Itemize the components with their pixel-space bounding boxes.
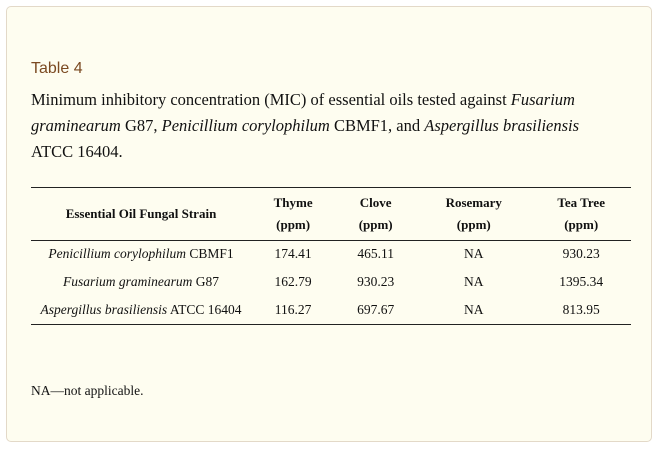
header-name: Rosemary — [445, 195, 502, 210]
table-footnote: NA—not applicable. — [31, 383, 144, 398]
table-label: Table 4 — [31, 60, 83, 77]
header-strain: Essential Oil Fungal Strain — [31, 187, 251, 241]
species-name: Aspergillus brasiliensis — [40, 302, 168, 317]
clove-cell: 930.23 — [357, 274, 395, 289]
tea-tree-cell: 1395.34 — [559, 274, 604, 289]
header-name: Clove — [359, 195, 392, 210]
table-header-row: Essential Oil Fungal Strain Thyme (ppm) C… — [31, 187, 631, 241]
tea-tree-cell: 930.23 — [562, 246, 600, 261]
rosemary-cell: NA — [464, 246, 484, 261]
header-unit: (ppm) — [358, 217, 393, 232]
caption-text: CBMF1, and — [329, 116, 425, 135]
strain-code: G87 — [192, 274, 219, 289]
clove-cell: 465.11 — [357, 246, 394, 261]
header-rosemary: Rosemary (ppm) — [416, 187, 532, 241]
species-name: Fusarium graminearum — [62, 274, 193, 289]
species-name: Penicillium corylophilum — [48, 246, 186, 261]
header-clove: Clove (ppm) — [335, 187, 417, 241]
table-row: Penicillium corylophilum CBMF1 174.41 46… — [31, 241, 631, 269]
strain-cell: Aspergillus brasiliensis ATCC 16404 — [31, 296, 251, 325]
strain-cell: Fusarium graminearum G87 — [31, 268, 251, 296]
thyme-cell: 174.41 — [274, 246, 312, 261]
tea-tree-cell: 813.95 — [562, 302, 600, 317]
header-unit: (ppm) — [564, 217, 599, 232]
table-caption: Minimum inhibitory concentration (MIC) o… — [31, 87, 621, 165]
thyme-cell: 162.79 — [274, 274, 312, 289]
rosemary-cell: NA — [464, 274, 484, 289]
header-name: Tea Tree — [557, 195, 605, 210]
caption-species: Fusarium graminearum — [31, 90, 575, 135]
rosemary-cell: NA — [464, 302, 484, 317]
mic-table: Essential Oil Fungal Strain Thyme (ppm) C… — [31, 187, 631, 325]
table-row: Fusarium graminearum G87 162.79 930.23 N… — [31, 268, 631, 296]
clove-cell: 697.67 — [357, 302, 395, 317]
caption-text: Minimum inhibitory concentration (MIC) o… — [31, 90, 511, 109]
header-thyme: Thyme (ppm) — [251, 187, 336, 241]
header-unit: (ppm) — [456, 217, 491, 232]
header-tea-tree: Tea Tree (ppm) — [531, 187, 631, 241]
header-name: Thyme — [273, 195, 313, 210]
strain-code: ATCC 16404 — [167, 302, 242, 317]
caption-species: Penicillium corylophilum — [161, 116, 330, 135]
strain-code: CBMF1 — [185, 246, 234, 261]
table-row: Aspergillus brasiliensis ATCC 16404 116.… — [31, 296, 631, 325]
thyme-cell: 116.27 — [274, 302, 312, 317]
caption-species: Aspergillus brasiliensis — [424, 116, 580, 135]
strain-cell: Penicillium corylophilum CBMF1 — [31, 241, 251, 269]
caption-text: ATCC 16404. — [31, 142, 123, 161]
header-unit: (ppm) — [276, 217, 311, 232]
table-card: Table 4 Minimum inhibitory concentration… — [6, 6, 652, 442]
caption-text: G87, — [120, 116, 162, 135]
